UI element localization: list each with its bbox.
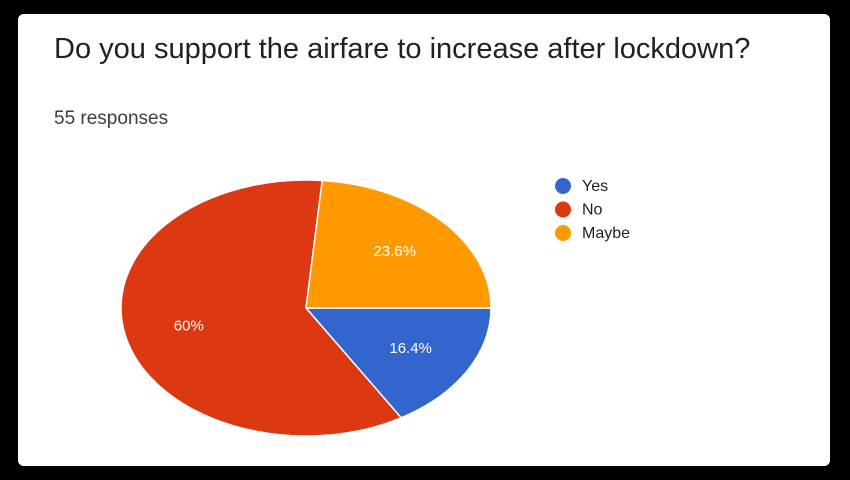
pie-slice: [120, 179, 403, 437]
legend-label: Yes: [582, 178, 608, 195]
chart: 16.4% 60% 23.6% Yes No Maybe: [120, 178, 630, 437]
slice-label: 16.4%: [389, 340, 432, 357]
pie-slice: [305, 179, 492, 309]
slice-label: 23.6%: [373, 243, 416, 260]
chart-title: Do you support the airfare to increase a…: [54, 33, 751, 65]
response-count: 55 responses: [54, 108, 169, 129]
legend-swatch: [555, 201, 571, 218]
legend-label: Maybe: [582, 225, 630, 242]
legend-swatch: [555, 178, 571, 194]
legend-label: No: [582, 202, 603, 219]
slice-label: 60%: [174, 318, 204, 335]
pie-slice: [304, 307, 492, 419]
card: 16.4% 60% 23.6% Yes No Maybe Do you support t…: [18, 14, 830, 466]
legend-swatch: [555, 225, 571, 241]
